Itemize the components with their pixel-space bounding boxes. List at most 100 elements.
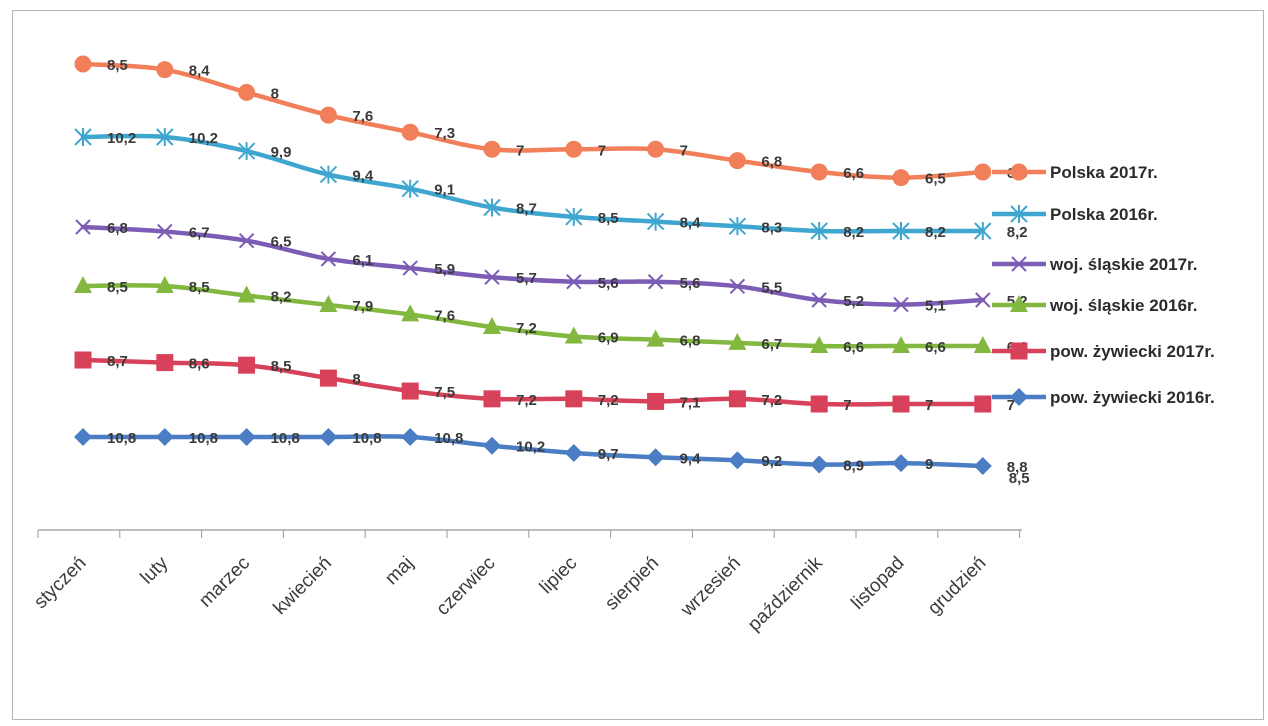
data-point xyxy=(483,317,501,335)
data-point xyxy=(566,274,582,290)
legend-marker xyxy=(1010,342,1028,360)
data-label: 9,1 xyxy=(434,182,455,199)
data-point xyxy=(75,219,91,235)
data-label: 7 xyxy=(925,397,933,414)
series-markers xyxy=(74,55,992,475)
data-label: 7 xyxy=(1007,397,1015,414)
data-point xyxy=(319,106,337,124)
legend-label: Polska 2017r. xyxy=(1050,163,1158,182)
data-label: 6,8 xyxy=(761,154,782,171)
x-tick-label: sierpień xyxy=(601,553,663,615)
series-line xyxy=(80,224,986,307)
data-label: 7 xyxy=(516,142,524,159)
data-point xyxy=(974,163,992,181)
x-tick-label: lipiec xyxy=(536,553,581,598)
data-point xyxy=(810,395,828,413)
data-point xyxy=(565,390,583,408)
data-label: 8,8 xyxy=(1007,459,1028,476)
legend-marker xyxy=(1010,205,1028,223)
data-label: 6,6 xyxy=(925,339,946,356)
x-tick-label: styczeń xyxy=(30,553,90,613)
data-point xyxy=(810,336,829,353)
legend-label: pow. żywiecki 2016r. xyxy=(1050,388,1215,407)
data-point xyxy=(319,165,338,184)
data-label: 6,5 xyxy=(925,171,946,188)
data-label: 8,3 xyxy=(761,219,782,236)
data-label: 9,7 xyxy=(598,446,619,463)
data-label: 6,7 xyxy=(761,336,782,353)
legend-marker xyxy=(1011,256,1027,272)
data-label: 8,5 xyxy=(1009,470,1030,487)
data-label: 8,9 xyxy=(843,458,864,475)
data-label: 7,6 xyxy=(434,307,455,324)
legend-label: pow. żywiecki 2017r. xyxy=(1050,342,1215,361)
data-label: 8,5 xyxy=(271,358,292,375)
data-label: 8,2 xyxy=(925,224,946,241)
data-point xyxy=(74,351,92,369)
data-point xyxy=(156,354,174,372)
data-point xyxy=(892,336,910,353)
data-point xyxy=(156,128,174,146)
data-label: 5,5 xyxy=(761,279,782,296)
data-point xyxy=(319,294,338,312)
data-point xyxy=(973,457,992,475)
data-point xyxy=(237,285,256,303)
x-tick-label: listopad xyxy=(847,553,908,614)
data-label: 8 xyxy=(352,371,360,388)
data-label: 7 xyxy=(843,397,851,414)
data-label: 5,2 xyxy=(843,293,864,310)
legend-marker xyxy=(1010,388,1028,406)
data-point xyxy=(74,428,92,446)
data-label: 9,2 xyxy=(761,453,782,470)
data-label: 10,2 xyxy=(516,439,545,456)
data-point xyxy=(483,140,501,158)
data-labels: 8,5 8,4 8 7,6 7,3 7 7 7 6,8 6,6 6,5 6,6 10,2 10,2 9,9 9… xyxy=(107,57,1030,487)
data-label: 8,6 xyxy=(189,356,210,373)
data-point xyxy=(975,292,991,308)
data-point xyxy=(238,83,256,101)
data-label: 7 xyxy=(598,142,606,159)
data-label: 7,9 xyxy=(352,298,373,315)
legend-marker xyxy=(1010,163,1028,181)
data-label: 6,6 xyxy=(843,339,864,356)
data-label: 6,8 xyxy=(680,333,701,350)
data-point xyxy=(401,304,420,322)
data-label: 8,5 xyxy=(189,279,210,296)
data-point xyxy=(401,179,419,198)
data-label: 8 xyxy=(271,85,279,102)
data-label: 8,7 xyxy=(516,201,537,218)
data-label: 6,7 xyxy=(189,225,210,242)
data-label: 10,8 xyxy=(189,430,218,447)
data-label: 6,5 xyxy=(271,234,292,251)
data-point xyxy=(728,152,746,170)
data-label: 7,3 xyxy=(434,125,455,142)
data-point xyxy=(238,232,255,249)
data-label: 7,6 xyxy=(352,108,373,125)
data-label: 8,5 xyxy=(107,279,128,296)
data-label: 6,9 xyxy=(598,330,619,347)
data-point xyxy=(647,274,664,290)
data-label: 8,2 xyxy=(1007,224,1028,241)
legend-marker xyxy=(1010,295,1028,312)
data-point xyxy=(319,369,337,387)
data-point xyxy=(728,332,747,350)
data-label: 5,9 xyxy=(434,261,455,278)
data-point xyxy=(565,207,583,226)
data-label: 9 xyxy=(925,456,933,473)
data-point xyxy=(238,356,256,374)
data-point xyxy=(401,382,419,400)
legend-label: Polska 2016r. xyxy=(1050,205,1158,224)
data-point xyxy=(646,329,665,347)
x-tick-label: marzec xyxy=(195,553,254,612)
data-point xyxy=(155,276,174,293)
data-point xyxy=(237,428,256,446)
data-point xyxy=(811,292,827,308)
data-point xyxy=(402,260,418,276)
data-point xyxy=(483,198,501,217)
data-label: 9,9 xyxy=(271,144,292,161)
data-point xyxy=(74,276,92,293)
data-point xyxy=(483,436,501,455)
data-point xyxy=(74,55,92,73)
legend-label: woj. śląskie 2016r. xyxy=(1049,296,1197,315)
